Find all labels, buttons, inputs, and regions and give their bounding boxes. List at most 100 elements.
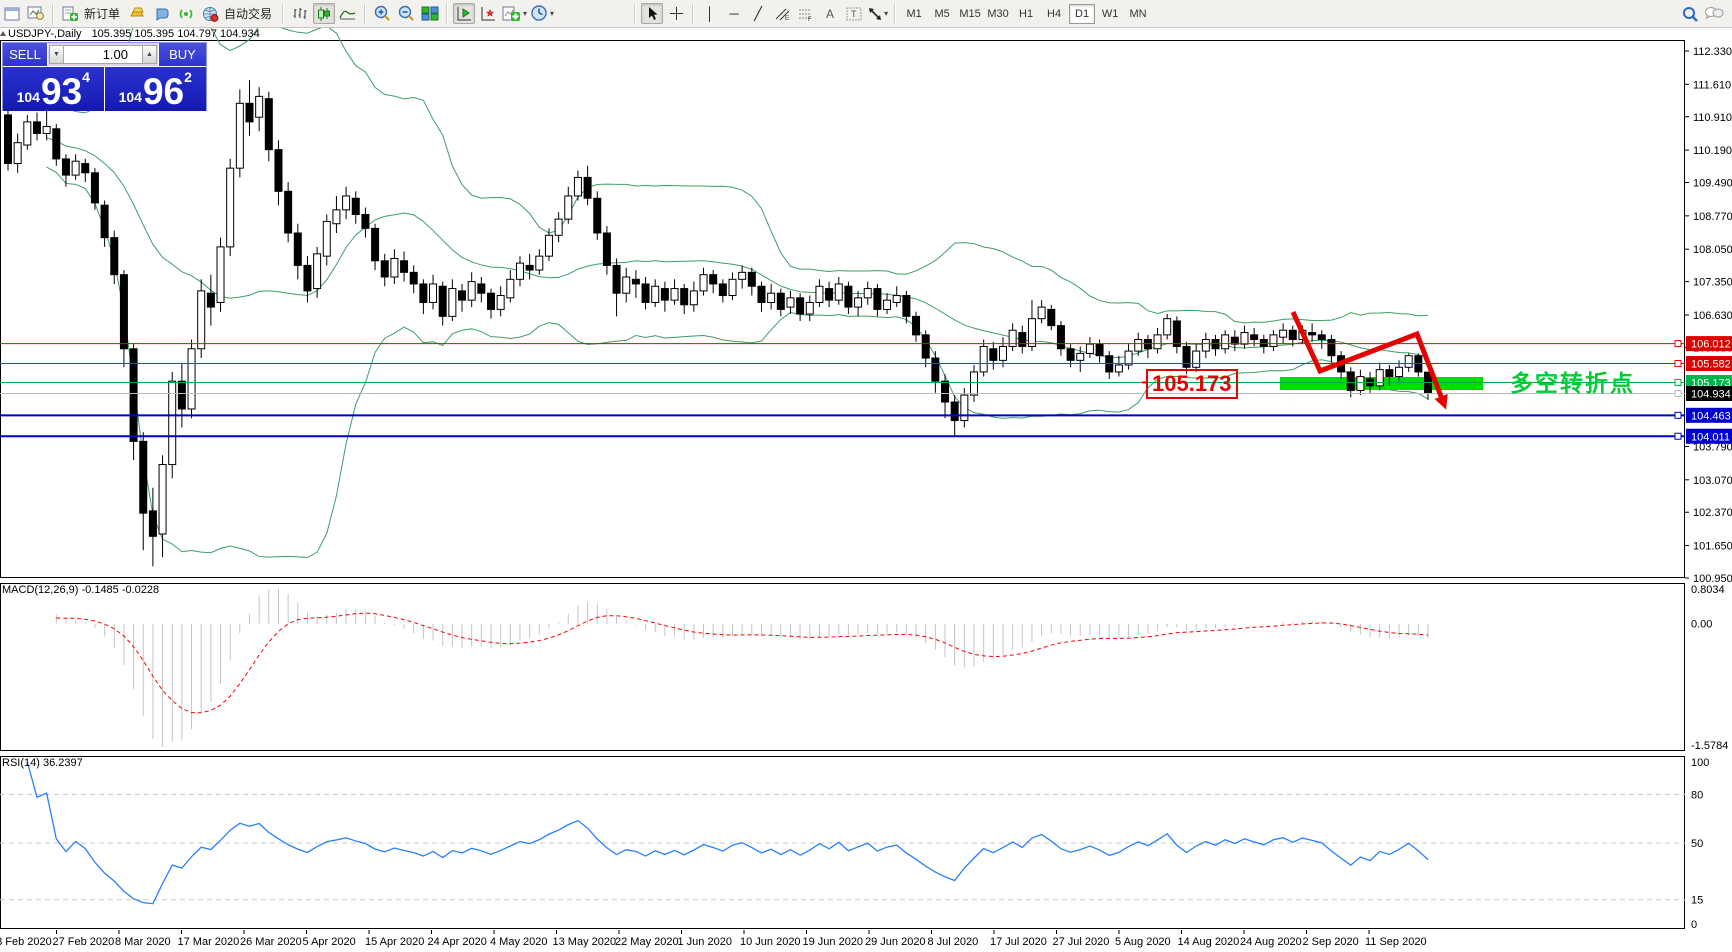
indicator-list-icon[interactable] [477,3,499,24]
zoom-out-icon[interactable] [395,3,417,24]
date-label: 27 Jul 2020 [1053,936,1110,948]
rsi-level-label: 80 [1691,789,1703,801]
buy-button[interactable]: BUY [158,43,206,66]
chat-icon[interactable] [1703,3,1725,24]
line-handle[interactable] [1674,340,1682,348]
trend-arrow-head[interactable] [1434,394,1448,410]
indicators-icon[interactable] [453,3,476,24]
tf-w1[interactable]: W1 [1101,7,1119,20]
candle-body [255,95,264,118]
volume-increase-button[interactable]: ▲ [142,45,157,64]
candle-body [902,295,911,317]
volume-input[interactable]: 1.00 [64,45,142,64]
candle-body [1211,339,1220,350]
line-handle[interactable] [1674,359,1682,367]
line-handle[interactable] [1674,378,1682,386]
price-tick-label: 108.770 [1693,211,1732,223]
channel-tool-icon[interactable]: E [771,3,793,24]
candle-body [1047,308,1056,327]
candle-body [380,260,389,278]
new-order-label[interactable]: 新订单 [84,7,121,21]
period-clock-icon[interactable]: ▾ [530,3,555,24]
gold-icon[interactable] [127,3,149,24]
candle-body [390,257,399,278]
horizontal-line-tool-icon[interactable]: ─ [729,6,739,21]
macd-axis-label: 0.00 [1691,619,1712,631]
tf-mn[interactable]: MN [1129,7,1147,20]
volume-decrease-button[interactable]: ▼ [49,45,64,64]
tile-windows-icon[interactable] [419,3,441,24]
tf-m1[interactable]: M1 [906,7,922,20]
candle-body [805,301,814,315]
search-icon[interactable] [1679,3,1701,24]
candle-body [32,121,41,134]
arrows-tool-icon[interactable]: ▾ [867,3,889,24]
symbol-period-label: USDJPY-,Daily [8,28,82,40]
candle-body [718,283,727,297]
line-handle[interactable] [1674,411,1682,419]
candle-body [612,264,621,294]
candle-body [583,176,592,199]
sell-price[interactable]: 104 93 4 [3,67,105,111]
candle-body [458,290,467,301]
fibonacci-tool-icon[interactable]: F [795,3,817,24]
chart-collapse-marker[interactable] [0,31,6,36]
autotrading-icon[interactable] [199,3,221,24]
tf-m5[interactable]: M5 [934,7,950,20]
candle-body [593,197,602,234]
buy-price[interactable]: 104 96 2 [104,67,206,112]
tf-m15[interactable]: M15 [959,7,981,20]
line-chart-type-icon[interactable] [337,3,359,24]
community-icon[interactable] [151,3,173,24]
new-order-icon[interactable] [59,3,81,24]
candle-body [226,167,235,248]
price-tick-label: 102.370 [1693,507,1732,519]
price-annotation-label[interactable]: 105.173 [1146,369,1238,399]
price-tick-label: 101.650 [1693,541,1732,553]
date-label: 1 Jun 2020 [678,936,732,948]
candle-chart-type-icon[interactable] [313,3,336,24]
candle-body [863,288,872,299]
date-label: 13 May 2020 [553,936,617,948]
price-axis[interactable]: 112.330 111.610 110.910 110.190 109.490 108.7… [1685,46,1732,585]
tf-h1[interactable]: H1 [1019,7,1034,20]
rsi-value: 36.2397 [42,757,83,769]
tf-m30[interactable]: M30 [987,7,1009,20]
candle-body [351,197,360,215]
date-label: 14 Aug 2020 [1178,936,1240,948]
candle-body [1085,343,1094,354]
date-label: 22 May 2020 [615,936,679,948]
signals-icon[interactable] [175,3,197,24]
chart-canvas[interactable]: 112.330 111.610 110.910 110.190 109.490 108.7… [0,28,1732,952]
buy-price-big: 96 [142,70,185,112]
tf-h4[interactable]: H4 [1047,7,1062,20]
rsi-indicator-label: RSI(14) 36.2397 [2,757,83,769]
bar-chart-type-icon[interactable] [289,3,311,24]
candle-body [960,394,969,422]
new-chart-icon[interactable] [1,3,23,24]
zoom-in-icon[interactable] [371,3,393,24]
crosshair-tool-icon[interactable] [665,3,687,24]
chart-profile-icon[interactable] [25,3,47,24]
candle-body [448,288,457,317]
text-label-tool-icon[interactable]: T [843,3,865,24]
text-tool-icon[interactable]: A [826,6,835,21]
trend-arrow[interactable] [1290,310,1447,405]
vertical-line-tool-icon[interactable]: │ [706,6,715,21]
candle-body [641,283,650,303]
sell-button[interactable]: SELL [3,43,48,66]
add-template-icon[interactable]: ▾ [501,3,528,24]
trendline-tool-icon[interactable]: ╱ [754,6,762,21]
candle-body [573,176,582,197]
candle-body [506,278,515,299]
date-label: 10 Jun 2020 [740,936,801,948]
bollinger-middle [46,137,1429,359]
cursor-tool-icon[interactable] [641,3,664,24]
turning-point-annotation[interactable]: 多空转折点 [1510,370,1635,396]
line-handle[interactable] [1674,390,1682,398]
tf-d1[interactable]: D1 [1069,3,1096,24]
line-handle[interactable] [1674,432,1682,440]
candle-body [158,464,167,535]
autotrading-label[interactable]: 自动交易 [224,7,273,21]
